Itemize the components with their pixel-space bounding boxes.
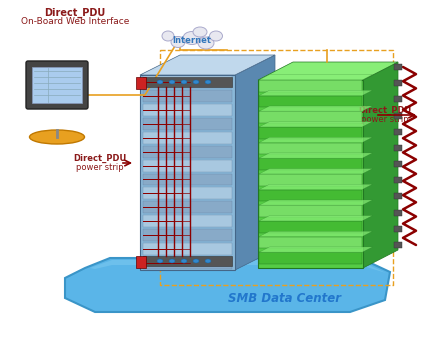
Polygon shape — [259, 221, 362, 233]
Polygon shape — [394, 145, 402, 151]
Polygon shape — [259, 121, 372, 127]
Ellipse shape — [205, 259, 211, 263]
Polygon shape — [143, 243, 232, 255]
Ellipse shape — [29, 130, 85, 144]
Polygon shape — [143, 256, 232, 266]
Polygon shape — [394, 112, 402, 119]
Polygon shape — [394, 194, 402, 199]
Polygon shape — [258, 62, 398, 80]
Polygon shape — [143, 76, 232, 88]
Polygon shape — [394, 96, 402, 102]
Polygon shape — [65, 258, 390, 312]
Polygon shape — [136, 77, 146, 89]
Polygon shape — [143, 229, 232, 241]
Ellipse shape — [162, 31, 174, 41]
Polygon shape — [235, 55, 275, 270]
Ellipse shape — [193, 27, 207, 37]
Polygon shape — [394, 129, 402, 135]
Polygon shape — [259, 247, 372, 252]
Text: power strip: power strip — [76, 162, 124, 171]
Polygon shape — [259, 75, 372, 80]
Polygon shape — [259, 127, 362, 139]
Polygon shape — [143, 187, 232, 199]
Text: Internet: Internet — [173, 36, 212, 45]
Polygon shape — [259, 137, 372, 143]
Polygon shape — [143, 174, 232, 185]
Ellipse shape — [157, 80, 163, 84]
Polygon shape — [259, 200, 372, 205]
Polygon shape — [143, 118, 232, 130]
Polygon shape — [32, 67, 82, 103]
Polygon shape — [259, 143, 362, 155]
Text: SMB Data Center: SMB Data Center — [229, 292, 342, 305]
Polygon shape — [143, 104, 232, 116]
Polygon shape — [259, 106, 372, 111]
Ellipse shape — [193, 259, 199, 263]
Polygon shape — [259, 96, 362, 107]
Polygon shape — [259, 169, 372, 174]
Text: Direct_PDU: Direct_PDU — [74, 154, 127, 162]
Ellipse shape — [169, 259, 175, 263]
Polygon shape — [394, 80, 402, 86]
Polygon shape — [259, 237, 362, 248]
Ellipse shape — [210, 31, 223, 41]
Polygon shape — [136, 256, 146, 268]
Ellipse shape — [198, 37, 214, 49]
Polygon shape — [259, 90, 372, 96]
Polygon shape — [259, 252, 362, 264]
Polygon shape — [259, 184, 372, 190]
Polygon shape — [258, 80, 363, 268]
Polygon shape — [143, 257, 232, 269]
Text: Direct_PDU: Direct_PDU — [358, 106, 412, 115]
Polygon shape — [143, 77, 232, 87]
Polygon shape — [259, 80, 362, 92]
Ellipse shape — [171, 37, 185, 48]
Text: power strip: power strip — [361, 115, 409, 124]
Polygon shape — [394, 226, 402, 232]
Ellipse shape — [181, 80, 187, 84]
Polygon shape — [143, 132, 232, 144]
Polygon shape — [143, 146, 232, 158]
Ellipse shape — [181, 259, 187, 263]
Polygon shape — [394, 161, 402, 167]
Polygon shape — [140, 55, 275, 75]
Polygon shape — [259, 190, 362, 201]
Text: Direct_PDU: Direct_PDU — [44, 8, 106, 18]
FancyBboxPatch shape — [26, 61, 88, 109]
Polygon shape — [394, 64, 402, 70]
Polygon shape — [143, 90, 232, 102]
Polygon shape — [143, 215, 232, 227]
Polygon shape — [394, 210, 402, 216]
Polygon shape — [259, 205, 362, 217]
Text: On-Board Web Interface: On-Board Web Interface — [21, 17, 129, 26]
Polygon shape — [259, 216, 372, 221]
Polygon shape — [259, 231, 372, 237]
Ellipse shape — [205, 80, 211, 84]
Polygon shape — [394, 242, 402, 248]
Polygon shape — [394, 177, 402, 183]
Ellipse shape — [169, 80, 175, 84]
Polygon shape — [259, 153, 372, 158]
Polygon shape — [259, 158, 362, 170]
Polygon shape — [259, 111, 362, 123]
Polygon shape — [363, 62, 398, 268]
Polygon shape — [143, 160, 232, 171]
Polygon shape — [90, 260, 386, 273]
Polygon shape — [259, 174, 362, 186]
Ellipse shape — [157, 259, 163, 263]
Polygon shape — [143, 201, 232, 213]
Ellipse shape — [183, 31, 201, 45]
Polygon shape — [140, 75, 235, 270]
Ellipse shape — [193, 80, 199, 84]
